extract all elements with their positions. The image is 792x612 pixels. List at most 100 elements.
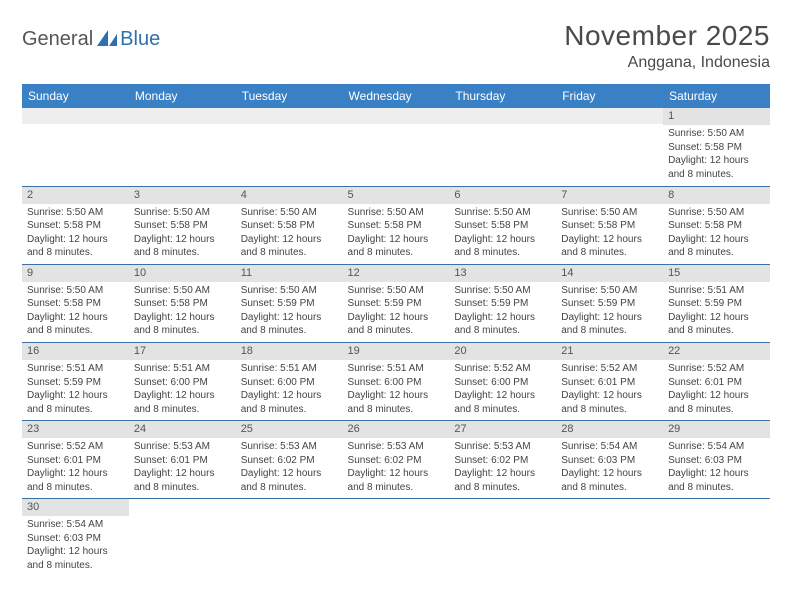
sunrise-text: Sunrise: 5:50 AM [134, 206, 231, 220]
calendar-cell: 8 Sunrise: 5:50 AMSunset: 5:58 PMDaylight… [663, 186, 770, 264]
calendar-cell: 28Sunrise: 5:54 AMSunset: 6:03 PMDayligh… [556, 421, 663, 499]
daylight-text: Daylight: 12 hours and 8 minutes. [454, 311, 551, 338]
cell-body: Sunrise: 5:50 AMSunset: 5:59 PMDaylight:… [236, 282, 343, 342]
daylight-text: Daylight: 12 hours and 8 minutes. [668, 233, 765, 260]
day-header: Wednesday [343, 84, 450, 108]
sunset-text: Sunset: 6:02 PM [241, 454, 338, 468]
daylight-text: Daylight: 12 hours and 8 minutes. [134, 311, 231, 338]
daylight-text: Daylight: 12 hours and 8 minutes. [348, 389, 445, 416]
day-number: 8 [663, 187, 770, 204]
empty-daynum-bar [449, 108, 556, 124]
calendar-cell: 29Sunrise: 5:54 AMSunset: 6:03 PMDayligh… [663, 421, 770, 499]
daylight-text: Daylight: 12 hours and 8 minutes. [561, 311, 658, 338]
day-header-row: Sunday Monday Tuesday Wednesday Thursday… [22, 84, 770, 108]
day-number: 13 [449, 265, 556, 282]
cell-body: Sunrise: 5:50 AMSunset: 5:58 PMDaylight:… [663, 125, 770, 185]
daylight-text: Daylight: 12 hours and 8 minutes. [668, 154, 765, 181]
calendar-cell [556, 108, 663, 186]
sunrise-text: Sunrise: 5:51 AM [241, 362, 338, 376]
sunrise-text: Sunrise: 5:53 AM [454, 440, 551, 454]
sunset-text: Sunset: 6:03 PM [668, 454, 765, 468]
daylight-text: Daylight: 12 hours and 8 minutes. [668, 389, 765, 416]
sunrise-text: Sunrise: 5:52 AM [668, 362, 765, 376]
sunset-text: Sunset: 5:58 PM [668, 219, 765, 233]
day-number: 14 [556, 265, 663, 282]
cell-body: Sunrise: 5:50 AMSunset: 5:59 PMDaylight:… [556, 282, 663, 342]
sunset-text: Sunset: 5:59 PM [668, 297, 765, 311]
logo: General Blue [22, 28, 160, 53]
sunrise-text: Sunrise: 5:52 AM [454, 362, 551, 376]
daylight-text: Daylight: 12 hours and 8 minutes. [134, 467, 231, 494]
day-number: 27 [449, 421, 556, 438]
daylight-text: Daylight: 12 hours and 8 minutes. [27, 545, 124, 572]
sunrise-text: Sunrise: 5:51 AM [134, 362, 231, 376]
header: General Blue November 2025 Anggana, Indo… [22, 20, 770, 72]
sunset-text: Sunset: 5:59 PM [561, 297, 658, 311]
day-header: Saturday [663, 84, 770, 108]
cell-body: Sunrise: 5:51 AMSunset: 6:00 PMDaylight:… [343, 360, 450, 420]
calendar-row: 16Sunrise: 5:51 AMSunset: 5:59 PMDayligh… [22, 342, 770, 420]
calendar-cell: 22Sunrise: 5:52 AMSunset: 6:01 PMDayligh… [663, 342, 770, 420]
sunrise-text: Sunrise: 5:53 AM [348, 440, 445, 454]
calendar-cell [343, 499, 450, 577]
cell-body: Sunrise: 5:52 AMSunset: 6:00 PMDaylight:… [449, 360, 556, 420]
day-number: 24 [129, 421, 236, 438]
calendar-cell: 13Sunrise: 5:50 AMSunset: 5:59 PMDayligh… [449, 264, 556, 342]
sunrise-text: Sunrise: 5:50 AM [27, 206, 124, 220]
sunset-text: Sunset: 5:59 PM [348, 297, 445, 311]
calendar-row: 1Sunrise: 5:50 AMSunset: 5:58 PMDaylight… [22, 108, 770, 186]
calendar-cell: 24 Sunrise: 5:53 AMSunset: 6:01 PMDayligh… [129, 421, 236, 499]
calendar-row: 2Sunrise: 5:50 AMSunset: 5:58 PMDaylight… [22, 186, 770, 264]
day-number: 28 [556, 421, 663, 438]
daylight-text: Daylight: 12 hours and 8 minutes. [27, 389, 124, 416]
cell-body: Sunrise: 5:50 AMSunset: 5:58 PMDaylight:… [556, 204, 663, 264]
month-title: November 2025 [564, 20, 770, 52]
daylight-text: Daylight: 12 hours and 8 minutes. [27, 311, 124, 338]
day-number: 5 [343, 187, 450, 204]
sunset-text: Sunset: 5:58 PM [27, 219, 124, 233]
sunset-text: Sunset: 5:59 PM [27, 376, 124, 390]
sunrise-text: Sunrise: 5:52 AM [561, 362, 658, 376]
daylight-text: Daylight: 12 hours and 8 minutes. [27, 467, 124, 494]
sail-icon [97, 30, 119, 53]
calendar-cell [663, 499, 770, 577]
sunset-text: Sunset: 5:58 PM [561, 219, 658, 233]
sunset-text: Sunset: 6:01 PM [134, 454, 231, 468]
sunrise-text: Sunrise: 5:51 AM [27, 362, 124, 376]
day-number: 26 [343, 421, 450, 438]
daylight-text: Daylight: 12 hours and 8 minutes. [668, 467, 765, 494]
cell-body: Sunrise: 5:53 AMSunset: 6:02 PMDaylight:… [449, 438, 556, 498]
cell-body: Sunrise: 5:53 AMSunset: 6:02 PMDaylight:… [343, 438, 450, 498]
calendar-cell [129, 499, 236, 577]
day-number: 25 [236, 421, 343, 438]
day-number: 3 [129, 187, 236, 204]
sunrise-text: Sunrise: 5:50 AM [668, 206, 765, 220]
empty-daynum-bar [556, 108, 663, 124]
calendar-cell: 19Sunrise: 5:51 AMSunset: 6:00 PMDayligh… [343, 342, 450, 420]
empty-daynum-bar [22, 108, 129, 124]
title-block: November 2025 Anggana, Indonesia [564, 20, 770, 72]
calendar-cell: 6Sunrise: 5:50 AMSunset: 5:58 PMDaylight… [449, 186, 556, 264]
calendar-cell: 17Sunrise: 5:51 AMSunset: 6:00 PMDayligh… [129, 342, 236, 420]
sunset-text: Sunset: 6:01 PM [668, 376, 765, 390]
daylight-text: Daylight: 12 hours and 8 minutes. [454, 233, 551, 260]
calendar-cell: 23Sunrise: 5:52 AMSunset: 6:01 PMDayligh… [22, 421, 129, 499]
sunrise-text: Sunrise: 5:53 AM [134, 440, 231, 454]
sunset-text: Sunset: 5:59 PM [454, 297, 551, 311]
day-number: 23 [22, 421, 129, 438]
calendar-cell: 26Sunrise: 5:53 AMSunset: 6:02 PMDayligh… [343, 421, 450, 499]
calendar-cell: 15Sunrise: 5:51 AMSunset: 5:59 PMDayligh… [663, 264, 770, 342]
day-number: 11 [236, 265, 343, 282]
calendar-cell: 14Sunrise: 5:50 AMSunset: 5:59 PMDayligh… [556, 264, 663, 342]
daylight-text: Daylight: 12 hours and 8 minutes. [241, 467, 338, 494]
sunset-text: Sunset: 6:01 PM [561, 376, 658, 390]
calendar-row: 9Sunrise: 5:50 AMSunset: 5:58 PMDaylight… [22, 264, 770, 342]
daylight-text: Daylight: 12 hours and 8 minutes. [561, 233, 658, 260]
day-number: 20 [449, 343, 556, 360]
sunrise-text: Sunrise: 5:53 AM [241, 440, 338, 454]
location-label: Anggana, Indonesia [564, 54, 770, 72]
empty-daynum-bar [343, 108, 450, 124]
day-number: 10 [129, 265, 236, 282]
day-number: 4 [236, 187, 343, 204]
daylight-text: Daylight: 12 hours and 8 minutes. [348, 311, 445, 338]
